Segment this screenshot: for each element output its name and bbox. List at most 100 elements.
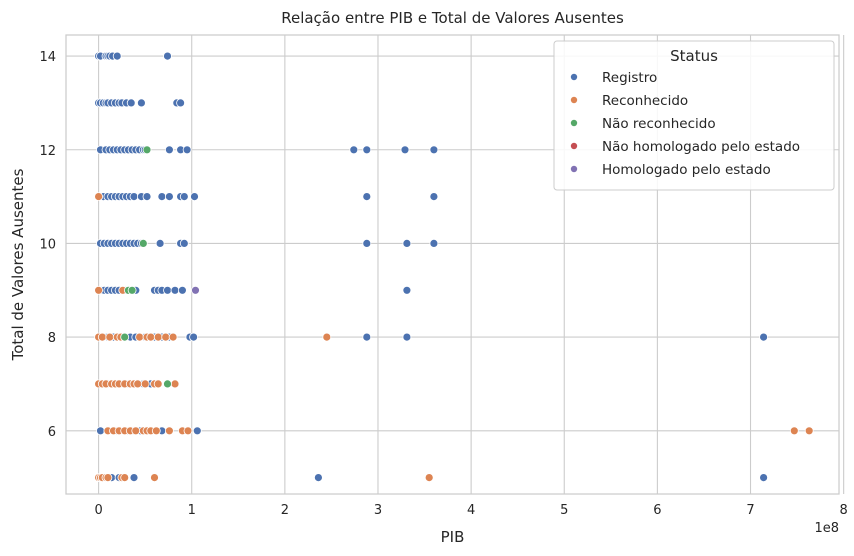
data-point bbox=[112, 51, 122, 61]
data-point bbox=[190, 192, 199, 202]
data-point bbox=[183, 426, 193, 436]
data-point bbox=[182, 145, 192, 155]
data-point bbox=[191, 285, 200, 295]
legend-marker bbox=[570, 142, 578, 150]
data-point bbox=[759, 473, 768, 483]
data-point bbox=[429, 192, 439, 202]
data-point bbox=[402, 238, 412, 248]
data-point bbox=[402, 332, 412, 342]
x-tick-label: 4 bbox=[467, 503, 475, 518]
legend-label: Não reconhecido bbox=[602, 116, 716, 132]
x-tick-label: 5 bbox=[560, 503, 568, 518]
data-point bbox=[176, 98, 186, 108]
data-point bbox=[155, 238, 165, 248]
data-point bbox=[424, 473, 434, 483]
x-tick-label: 0 bbox=[94, 503, 102, 518]
data-point bbox=[429, 145, 439, 155]
data-point bbox=[120, 332, 130, 342]
y-tick-label: 14 bbox=[39, 50, 56, 65]
data-point bbox=[179, 238, 189, 248]
data-point bbox=[94, 192, 103, 202]
x-tick-label: 7 bbox=[746, 503, 754, 518]
y-tick-label: 12 bbox=[39, 144, 56, 159]
data-point bbox=[349, 145, 359, 155]
x-tick-label: 1 bbox=[188, 503, 196, 518]
legend-marker bbox=[570, 119, 578, 127]
legend-marker bbox=[570, 165, 578, 173]
x-tick-labels: 0 1 2 3 4 5 6 7 8 bbox=[94, 503, 847, 518]
legend: Status Registro Reconhecido Não reconhecid… bbox=[553, 40, 835, 191]
data-point bbox=[97, 332, 107, 342]
data-point bbox=[168, 332, 178, 342]
x-axis-label: PIB bbox=[441, 528, 465, 546]
data-point bbox=[103, 473, 113, 483]
data-point bbox=[146, 332, 156, 342]
data-point bbox=[163, 379, 172, 389]
x-tick-label: 2 bbox=[281, 503, 289, 518]
data-point bbox=[164, 145, 174, 155]
y-tick-labels: 6 8 10 12 14 bbox=[39, 50, 56, 440]
data-point bbox=[133, 379, 143, 389]
data-points bbox=[94, 51, 814, 483]
chart-title: Relação entre PIB e Total de Valores Aus… bbox=[281, 9, 624, 27]
data-point bbox=[192, 426, 202, 436]
legend-title: Status bbox=[670, 47, 718, 65]
data-point bbox=[362, 332, 372, 342]
data-point bbox=[164, 192, 174, 202]
x-tick-label: 3 bbox=[374, 503, 382, 518]
data-point bbox=[120, 473, 130, 483]
data-point bbox=[94, 285, 103, 295]
data-point bbox=[189, 332, 199, 342]
data-point bbox=[129, 473, 139, 483]
data-point bbox=[161, 332, 171, 342]
data-point bbox=[429, 238, 439, 248]
y-tick-label: 8 bbox=[48, 331, 56, 346]
x-axis-offset-label: 1e8 bbox=[814, 521, 839, 536]
data-point bbox=[362, 145, 372, 155]
data-point bbox=[164, 426, 174, 436]
data-point bbox=[362, 238, 372, 248]
data-point bbox=[140, 379, 150, 389]
data-point bbox=[138, 238, 148, 248]
data-point bbox=[150, 473, 159, 483]
data-point bbox=[402, 285, 412, 295]
y-tick-label: 6 bbox=[48, 425, 56, 440]
data-point bbox=[151, 426, 161, 436]
data-point bbox=[127, 285, 137, 295]
data-point bbox=[400, 145, 410, 155]
legend-label: Reconhecido bbox=[602, 93, 688, 109]
data-point bbox=[142, 192, 152, 202]
data-point bbox=[157, 192, 167, 202]
data-point bbox=[362, 192, 372, 202]
data-point bbox=[177, 285, 187, 295]
data-point bbox=[170, 285, 180, 295]
data-point bbox=[126, 98, 136, 108]
x-tick-label: 6 bbox=[653, 503, 661, 518]
y-tick-label: 10 bbox=[39, 237, 56, 252]
data-point bbox=[313, 473, 323, 483]
legend-box bbox=[553, 40, 835, 191]
data-point bbox=[135, 332, 145, 342]
data-point bbox=[804, 426, 814, 436]
legend-items: Registro Reconhecido Não reconhecido Não ho… bbox=[570, 70, 800, 178]
data-point bbox=[759, 332, 768, 342]
plot-frame bbox=[65, 34, 840, 495]
data-point bbox=[129, 192, 139, 202]
data-point bbox=[153, 332, 163, 342]
data-point bbox=[163, 285, 172, 295]
data-point bbox=[179, 192, 189, 202]
legend-label: Registro bbox=[602, 70, 657, 86]
legend-marker bbox=[570, 96, 578, 104]
data-point bbox=[105, 332, 115, 342]
data-point bbox=[322, 332, 332, 342]
data-point bbox=[789, 426, 799, 436]
data-point bbox=[170, 379, 180, 389]
data-point bbox=[142, 145, 152, 155]
y-axis-label: Total de Valores Ausentes bbox=[9, 168, 27, 361]
legend-label: Homologado pelo estado bbox=[602, 162, 771, 178]
legend-label: Não homologado pelo estado bbox=[602, 139, 800, 155]
legend-marker bbox=[570, 73, 578, 81]
data-point bbox=[131, 426, 141, 436]
data-point bbox=[136, 98, 146, 108]
